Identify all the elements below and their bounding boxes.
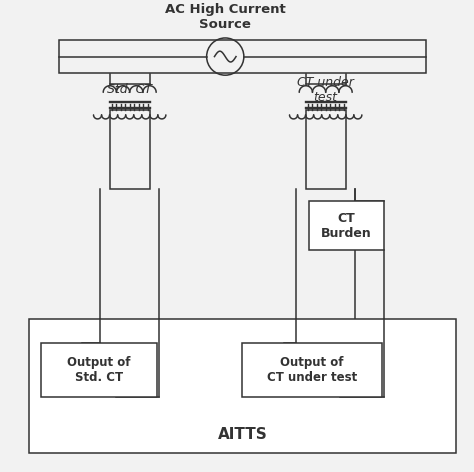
FancyBboxPatch shape: [42, 343, 156, 397]
FancyBboxPatch shape: [242, 343, 382, 397]
FancyBboxPatch shape: [309, 201, 384, 250]
Text: CT
Burden: CT Burden: [321, 211, 372, 240]
Text: CT under
test: CT under test: [297, 76, 354, 104]
Text: Output of
Std. CT: Output of Std. CT: [67, 356, 131, 384]
Text: AITTS: AITTS: [218, 427, 267, 442]
Text: AC High Current
Source: AC High Current Source: [165, 3, 286, 31]
Text: Output of
CT under test: Output of CT under test: [267, 356, 357, 384]
Text: Std. CT: Std. CT: [107, 84, 152, 96]
FancyBboxPatch shape: [29, 319, 456, 454]
